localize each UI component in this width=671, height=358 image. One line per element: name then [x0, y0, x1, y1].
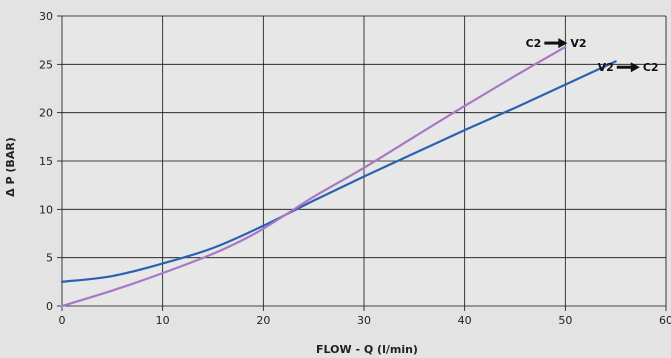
series-line-1	[60, 60, 617, 283]
y-tick-label: 25	[39, 58, 53, 71]
x-tick-label: 40	[458, 314, 472, 327]
y-tick-label: 0	[46, 300, 53, 313]
y-axis-label: Δ P (BAR)	[4, 137, 17, 197]
flow-annotation-1: C2 V2	[526, 37, 587, 50]
arrow-head-icon	[558, 38, 568, 49]
annotation-from: V2	[598, 61, 614, 74]
x-tick-label: 0	[59, 314, 66, 327]
annotation-to: C2	[643, 61, 659, 74]
tick-layer: 0 10 20 30 40 50 60 0 5 10 15 20 25 30	[39, 10, 671, 327]
y-tick-label: 20	[39, 107, 53, 120]
series-line-2	[60, 45, 567, 308]
flow-annotation-2: V2 C2	[598, 61, 659, 74]
y-tick-label: 10	[39, 203, 53, 216]
x-axis-label: FLOW - Q (l/min)	[316, 343, 418, 356]
x-tick-label: 30	[357, 314, 371, 327]
annotation-layer: C2 V2 V2 C2	[526, 37, 659, 74]
annotation-from: C2	[526, 37, 542, 50]
y-tick-label: 30	[39, 10, 53, 23]
arrow-head-icon	[630, 62, 640, 73]
x-tick-label: 50	[558, 314, 572, 327]
y-tick-label: 15	[39, 155, 53, 168]
x-tick-label: 20	[256, 314, 270, 327]
annotation-to: V2	[570, 37, 586, 50]
x-tick-label: 10	[156, 314, 170, 327]
series-layer	[60, 45, 617, 308]
grid-layer	[57, 15, 667, 311]
y-tick-label: 5	[46, 252, 53, 265]
x-tick-label: 60	[659, 314, 671, 327]
